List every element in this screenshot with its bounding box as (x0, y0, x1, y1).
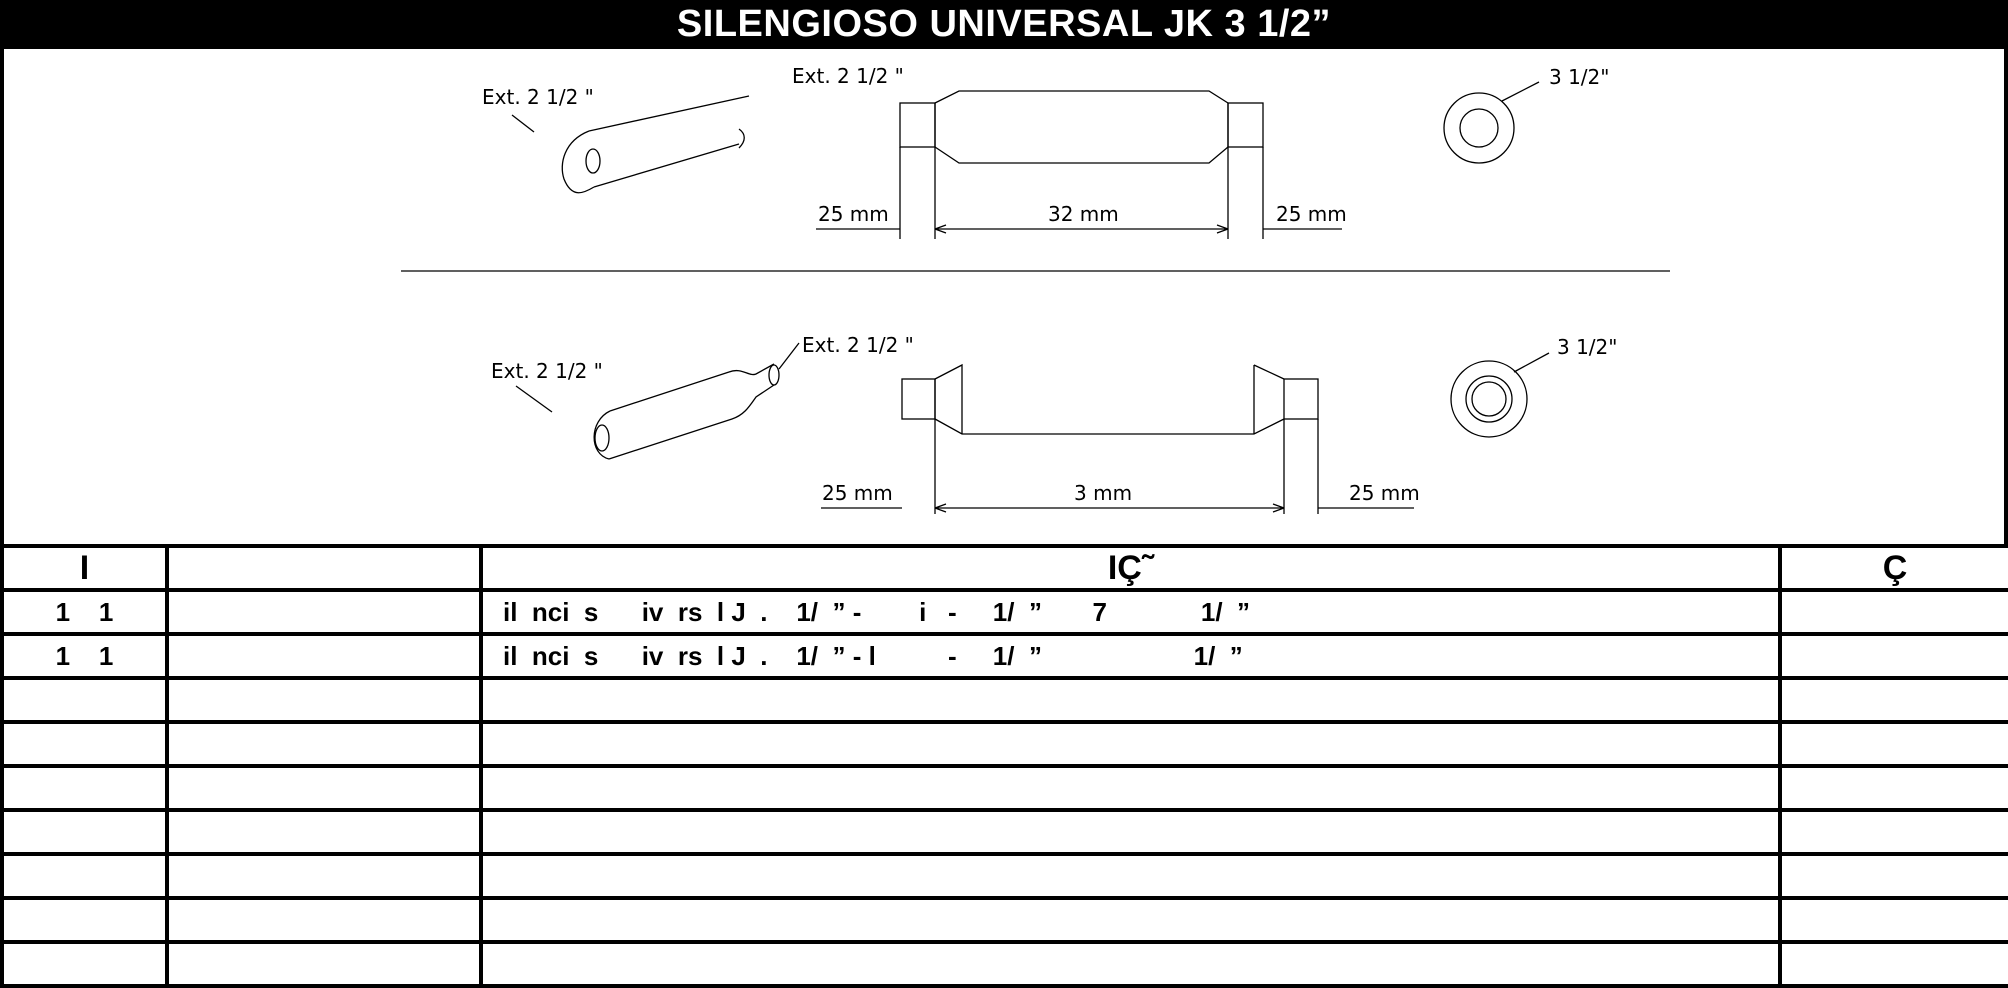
cell-reference (165, 940, 483, 988)
table-row (0, 808, 2008, 856)
table-row (0, 940, 2008, 988)
top-side-label: Ext. 2 1/2 " (792, 64, 904, 88)
cell-description (479, 720, 1782, 768)
cell-reference (165, 588, 483, 636)
cell-code (0, 808, 169, 856)
header-price: Ç (1778, 544, 2008, 592)
table-row (0, 896, 2008, 944)
header-description: IÇ˜ (479, 544, 1782, 592)
cell-reference (165, 764, 483, 812)
bottom-dim-left: 25 mm (822, 481, 893, 505)
top-dim-right: 25 mm (1276, 202, 1347, 226)
table-row (0, 676, 2008, 724)
table-row (0, 720, 2008, 768)
cell-reference (165, 632, 483, 680)
cell-description (479, 896, 1782, 944)
cell-description (479, 676, 1782, 724)
table-row: 1 1 il nci s iv rs l J . 1/ ” - i - 1/ ”… (0, 588, 2008, 636)
cell-description: il nci s iv rs l J . 1/ ” - i - 1/ ” 7 1… (479, 588, 1782, 636)
muffler-drawing: Ext. 2 1/2 " Ext. 2 1/2 " 25 mm 32 mm 25… (401, 64, 1670, 514)
cell-reference (165, 852, 483, 900)
top-end-label: 3 1/2" (1549, 65, 1609, 89)
bottom-side-view (821, 363, 1414, 514)
cell-code: 1 1 (0, 588, 169, 636)
bottom-iso-label-left: Ext. 2 1/2 " (491, 359, 603, 383)
table-row: 1 1 il nci s iv rs l J . 1/ ” - l - 1/ ”… (0, 632, 2008, 680)
technical-drawing-area: Ext. 2 1/2 " Ext. 2 1/2 " 25 mm 32 mm 25… (0, 49, 2008, 544)
cell-price (1778, 720, 2008, 768)
cell-price (1778, 852, 2008, 900)
cell-code (0, 940, 169, 988)
cell-price (1778, 588, 2008, 636)
cell-price (1778, 940, 2008, 988)
bottom-end-label: 3 1/2" (1557, 335, 1617, 359)
cell-code (0, 852, 169, 900)
header-reference (165, 544, 483, 592)
cell-description (479, 940, 1782, 988)
table-row (0, 852, 2008, 900)
bottom-iso-leader-right (778, 342, 800, 370)
table-row (0, 764, 2008, 812)
cell-price (1778, 676, 2008, 724)
cell-price (1778, 896, 2008, 944)
cell-reference (165, 676, 483, 724)
parts-table: I IÇ˜ Ç 1 1 il nci s iv rs l J . 1/ ” - … (0, 544, 2008, 988)
drawing-title: SILENGIOSO UNIVERSAL JK 3 1/2” (0, 0, 2008, 49)
cell-code: 1 1 (0, 632, 169, 680)
bottom-end-view (1450, 352, 1550, 438)
bottom-iso-label-right: Ext. 2 1/2 " (802, 333, 914, 357)
top-iso-leader (511, 114, 535, 133)
bottom-dim-center: 3 mm (1074, 481, 1132, 505)
bottom-isometric-view (515, 342, 800, 460)
top-iso-label: Ext. 2 1/2 " (482, 85, 594, 109)
top-side-view (816, 90, 1342, 239)
cell-description (479, 808, 1782, 856)
cell-code (0, 720, 169, 768)
table-header-row: I IÇ˜ Ç (0, 544, 2008, 592)
cell-code (0, 764, 169, 812)
cell-description: il nci s iv rs l J . 1/ ” - l - 1/ ” 1/ … (479, 632, 1782, 680)
cell-code (0, 896, 169, 944)
cell-description (479, 764, 1782, 812)
bottom-iso-leader-left (515, 385, 553, 413)
cell-reference (165, 720, 483, 768)
top-dim-center: 32 mm (1048, 202, 1119, 226)
cell-price (1778, 808, 2008, 856)
cell-price (1778, 632, 2008, 680)
cell-price (1778, 764, 2008, 812)
header-code: I (0, 544, 169, 592)
cell-description (479, 852, 1782, 900)
top-end-view (1443, 81, 1540, 164)
cell-reference (165, 896, 483, 944)
top-isometric-view (511, 95, 750, 194)
top-dim-left: 25 mm (818, 202, 889, 226)
cell-code (0, 676, 169, 724)
cell-reference (165, 808, 483, 856)
bottom-dim-right: 25 mm (1349, 481, 1420, 505)
